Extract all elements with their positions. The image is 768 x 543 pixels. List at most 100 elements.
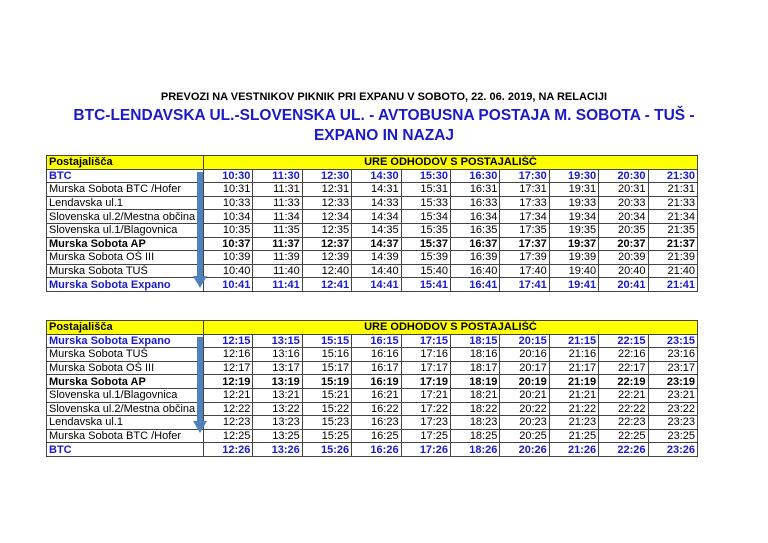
stop-name: Murska Sobota AP [46, 374, 204, 389]
departure-time: 13:25 [252, 428, 303, 444]
departure-time: 10:40 [202, 263, 254, 279]
departure-time: 19:31 [548, 182, 600, 197]
departure-time: 21:22 [548, 401, 600, 417]
departure-time: 20:19 [499, 374, 550, 389]
departure-time: 17:40 [499, 263, 550, 279]
departure-time: 11:33 [252, 195, 303, 211]
table-row: Murska Sobota AP 12:19 13:19 15:19 16:19 17:1… [46, 374, 699, 389]
timetable-outbound: Postajališča URE ODHODOV S POSTAJALIŠČ BTC… [46, 155, 699, 292]
departure-time: 17:30 [499, 168, 550, 184]
stop-name: Lendavska ul.1 [46, 415, 204, 430]
stop-name: Slovenska ul.2/Mestna občina [46, 401, 204, 417]
table-row: Murska Sobota Expano 12:15 13:15 15:15 16:15… [46, 333, 699, 349]
departure-time: 23:16 [647, 347, 699, 362]
departure-time: 15:30 [400, 168, 451, 184]
departure-time: 18:26 [449, 442, 501, 457]
departure-time: 12:15 [202, 333, 254, 349]
departure-time: 17:23 [400, 415, 451, 430]
departure-time: 10:30 [202, 168, 254, 184]
departure-time: 18:17 [449, 360, 501, 376]
departure-time: 21:19 [548, 374, 600, 389]
departure-time: 20:21 [499, 387, 550, 403]
departure-time: 13:21 [252, 387, 303, 403]
departure-time: 20:39 [598, 250, 649, 265]
direction-arrow-icon [193, 172, 207, 288]
departure-time: 23:19 [647, 374, 699, 389]
departure-time: 18:25 [449, 428, 501, 444]
departure-time: 17:26 [400, 442, 451, 457]
departure-time: 11:41 [252, 277, 303, 292]
departure-time: 19:33 [548, 195, 600, 211]
departure-time: 23:25 [647, 428, 699, 444]
departure-time: 10:33 [202, 195, 254, 211]
table-header: Postajališča URE ODHODOV S POSTAJALIŠČ [46, 155, 698, 170]
departure-time: 11:30 [252, 168, 303, 184]
departure-time: 17:22 [400, 401, 451, 417]
departure-time: 10:41 [202, 277, 254, 292]
departure-time: 21:30 [647, 168, 699, 184]
departure-time: 15:17 [301, 360, 353, 376]
departure-time: 15:33 [400, 195, 451, 211]
departure-time: 20:40 [598, 263, 649, 279]
departure-time: 23:17 [647, 360, 699, 376]
departure-time: 17:39 [499, 250, 550, 265]
departure-time: 16:17 [351, 360, 402, 376]
departure-time: 12:26 [202, 442, 254, 457]
departure-time: 13:19 [252, 374, 303, 389]
departure-time: 20:23 [499, 415, 550, 430]
timetable-return: Postajališča URE ODHODOV S POSTAJALIŠČ Mur… [46, 320, 699, 457]
departure-time: 11:40 [252, 263, 303, 279]
departure-time: 16:41 [449, 277, 501, 292]
departure-time: 14:34 [351, 209, 402, 224]
departure-time: 21:26 [548, 442, 600, 457]
table-header: Postajališča URE ODHODOV S POSTAJALIŠČ [46, 320, 698, 335]
departure-time: 14:41 [351, 277, 402, 292]
departure-time: 16:34 [449, 209, 501, 224]
departure-time: 17:37 [499, 236, 550, 252]
departure-time: 20:26 [499, 442, 550, 457]
departure-time: 23:21 [647, 387, 699, 403]
departure-time: 21:37 [647, 236, 699, 252]
departure-time: 12:34 [301, 209, 353, 224]
departure-time: 16:30 [449, 168, 501, 184]
departure-time: 16:23 [351, 415, 402, 430]
departure-time: 17:21 [400, 387, 451, 403]
departure-time: 20:17 [499, 360, 550, 376]
table-row: Slovenska ul.1/Blagovnica 10:35 11:35 12:35… [46, 222, 699, 238]
departure-time: 14:40 [351, 263, 402, 279]
departure-time: 22:16 [598, 347, 649, 362]
departure-time: 22:25 [598, 428, 649, 444]
departure-time: 16:31 [449, 182, 501, 197]
departure-time: 21:25 [548, 428, 600, 444]
route-line-1: BTC-LENDAVSKA UL.-SLOVENSKA UL. - AVTOBU… [73, 107, 695, 124]
departure-time: 14:30 [351, 168, 402, 184]
departure-time: 16:22 [351, 401, 402, 417]
departure-time: 15:23 [301, 415, 353, 430]
table-row: Murska Sobota TUŠ 10:40 11:40 12:40 14:40 15:… [46, 263, 699, 279]
stop-name: Murska Sobota TUŠ [46, 263, 204, 279]
departure-time: 15:15 [301, 333, 353, 349]
departure-time: 21:40 [647, 263, 699, 279]
departure-time: 12:39 [301, 250, 353, 265]
departure-time: 11:31 [252, 182, 303, 197]
departure-time: 21:41 [647, 277, 699, 292]
departure-time: 13:23 [252, 415, 303, 430]
departure-time: 16:40 [449, 263, 501, 279]
stops-header: Postajališča [46, 155, 204, 170]
departure-time: 17:19 [400, 374, 451, 389]
departure-time: 12:25 [202, 428, 254, 444]
departure-time: 10:31 [202, 182, 254, 197]
departure-time: 12:22 [202, 401, 254, 417]
departure-time: 15:16 [301, 347, 353, 362]
departures-header: URE ODHODOV S POSTAJALIŠČ [203, 320, 698, 335]
stop-name: Murska Sobota BTC /Hofer [46, 182, 204, 197]
table-row: Murska Sobota BTC /Hofer 10:31 11:31 12:31 1… [46, 182, 699, 197]
departure-time: 18:19 [449, 374, 501, 389]
departure-time: 15:37 [400, 236, 451, 252]
departure-time: 12:19 [202, 374, 254, 389]
departure-time: 10:34 [202, 209, 254, 224]
departure-time: 15:25 [301, 428, 353, 444]
departure-time: 14:35 [351, 222, 402, 238]
departure-time: 13:26 [252, 442, 303, 457]
departure-time: 23:26 [647, 442, 699, 457]
